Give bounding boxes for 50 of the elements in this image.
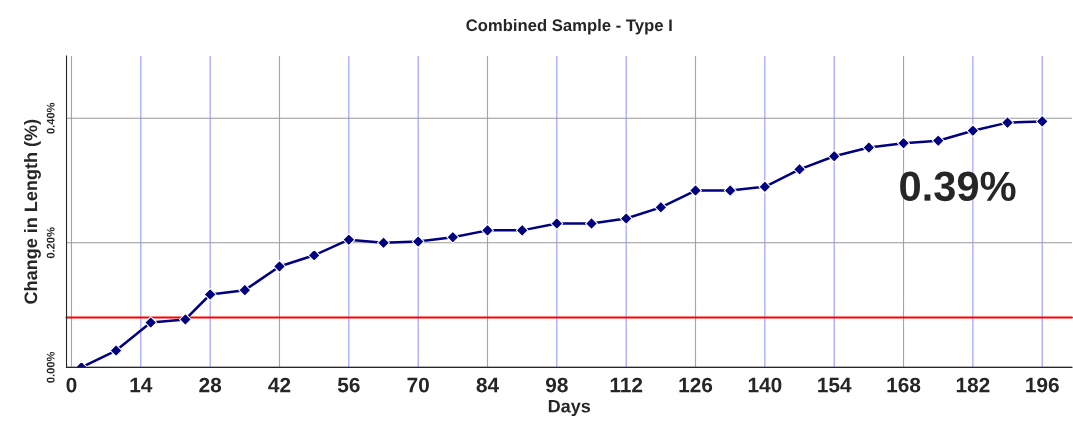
x-tick-label: 84 [476, 377, 499, 393]
x-tick-label: 182 [956, 377, 990, 393]
x-tick-label: 98 [545, 377, 568, 393]
x-tick-label: 42 [268, 377, 291, 393]
point [827, 149, 841, 163]
point [654, 200, 668, 214]
point [793, 162, 806, 176]
point [585, 217, 598, 230]
y-tick-label: 0.40% [46, 102, 55, 134]
y-tick-label: 0.20% [46, 227, 55, 259]
x-tick-label: 168 [887, 377, 921, 393]
x-tick-label: 196 [1026, 377, 1059, 393]
chart-title: Combined Sample - Type I [466, 18, 672, 35]
y-tick-label: 0.00% [46, 351, 55, 383]
point [550, 217, 564, 230]
point [481, 223, 494, 237]
point [446, 230, 460, 244]
x-tick-label: 126 [679, 377, 713, 393]
point [273, 260, 286, 273]
annotation: 0.39% [900, 171, 1016, 202]
x-tick-label: 56 [337, 377, 360, 393]
point [758, 180, 772, 194]
point [723, 184, 737, 197]
point [109, 344, 123, 357]
point [862, 141, 876, 154]
point [342, 233, 356, 247]
point [966, 124, 980, 138]
point [1001, 116, 1014, 130]
x-tick-label: 14 [130, 377, 153, 393]
x-tick-label: 28 [199, 377, 222, 393]
x-tick-label: 70 [407, 377, 429, 393]
point [411, 235, 425, 248]
point [307, 248, 321, 262]
x-tick-label: 154 [818, 377, 852, 393]
point [931, 134, 945, 148]
point [144, 316, 158, 329]
x-tick-label: 112 [610, 377, 643, 393]
point [689, 184, 702, 197]
point [178, 313, 192, 326]
point [238, 283, 252, 297]
point [619, 212, 633, 225]
y-axis-title: Change in Length (%) [23, 119, 41, 304]
x-tick-label: 140 [748, 377, 782, 393]
point [377, 236, 390, 250]
point [1035, 114, 1049, 128]
point [203, 288, 217, 301]
point [515, 223, 529, 237]
x-axis-title: Days [548, 399, 591, 417]
point [897, 136, 910, 150]
x-tick-label: 0 [66, 377, 77, 393]
